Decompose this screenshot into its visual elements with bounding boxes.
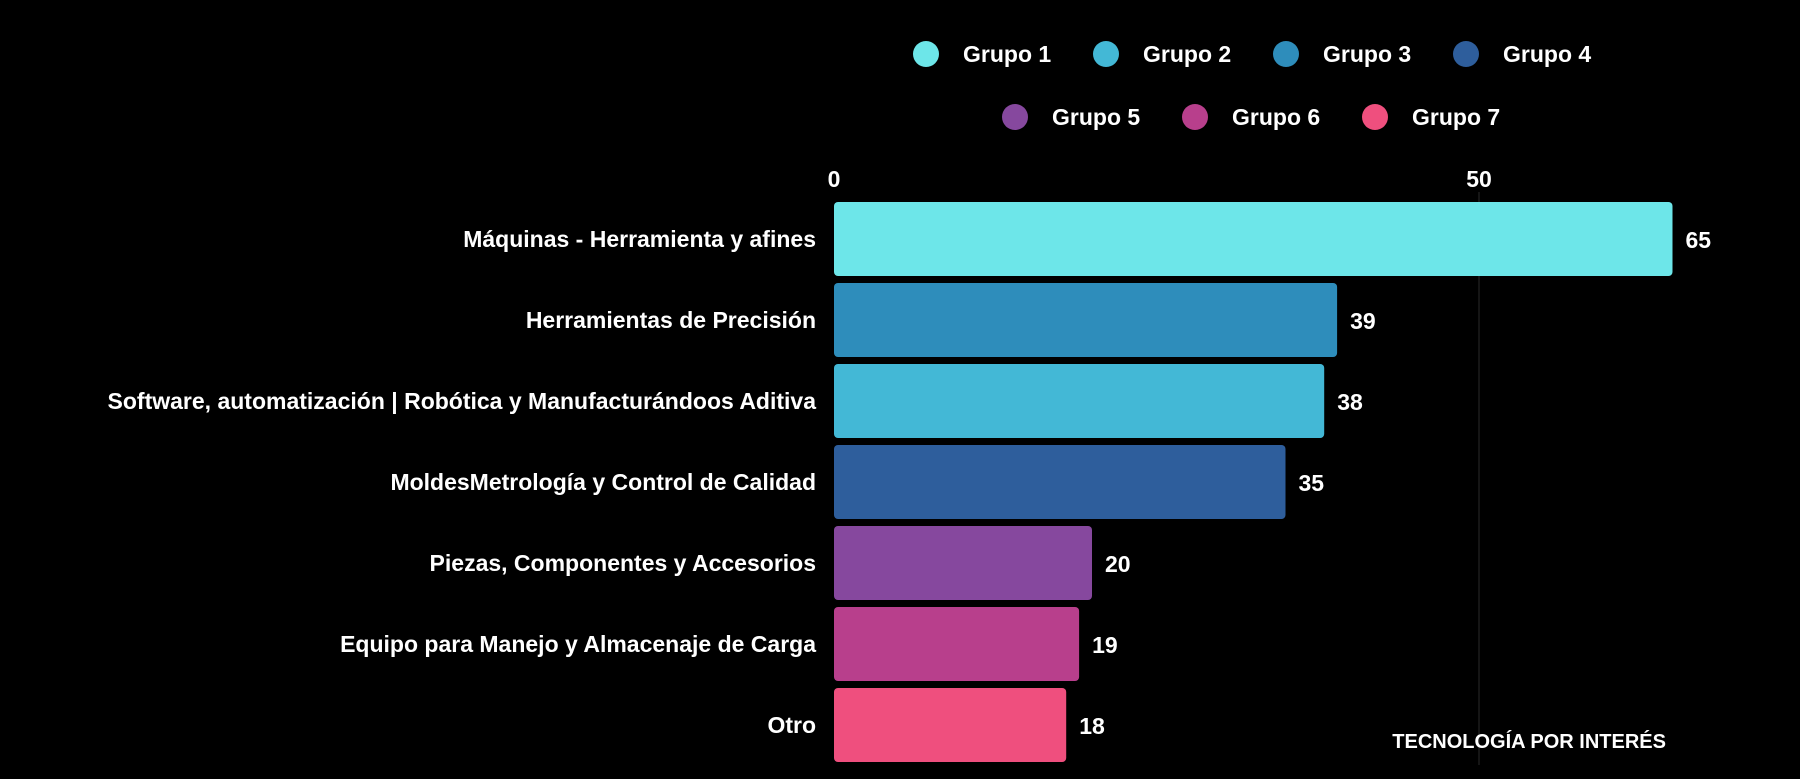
value-label: 39 (1350, 308, 1376, 334)
bar (834, 364, 1325, 438)
legend: Grupo 1 Grupo 2 Grupo 3 Grupo 4 Grupo 5 Grupo… (913, 41, 1591, 130)
legend-label: Grupo 4 (1503, 41, 1591, 67)
category-label: Equipo para Manejo y Almacenaje de Carga (340, 631, 816, 657)
bar (834, 688, 1067, 762)
bar (834, 202, 1673, 276)
legend-label: Grupo 2 (1143, 41, 1231, 67)
legend-label: Grupo 1 (963, 41, 1051, 67)
category-label: Otro (767, 712, 816, 738)
legend-item: Grupo 5 (1002, 104, 1140, 130)
legend-swatch (1362, 104, 1388, 130)
value-label: 35 (1299, 470, 1325, 496)
value-labels: 65 39 38 35 20 19 18 (1079, 227, 1711, 739)
chart-title: TECNOLOGÍA POR INTERÉS (1392, 730, 1666, 753)
value-label: 20 (1105, 551, 1131, 577)
legend-item: Grupo 1 (913, 41, 1051, 67)
legend-swatch (1273, 41, 1299, 67)
category-label: Herramientas de Precisión (526, 307, 816, 333)
legend-swatch (913, 41, 939, 67)
x-tick-label: 0 (828, 166, 841, 192)
bar (834, 607, 1080, 681)
x-tick-label: 50 (1466, 166, 1492, 192)
legend-swatch (1093, 41, 1119, 67)
legend-item: Grupo 2 (1093, 41, 1231, 67)
legend-item: Grupo 4 (1453, 41, 1591, 67)
legend-item: Grupo 7 (1362, 104, 1500, 130)
legend-swatch (1182, 104, 1208, 130)
value-label: 38 (1337, 389, 1363, 415)
legend-item: Grupo 3 (1273, 41, 1411, 67)
legend-item: Grupo 6 (1182, 104, 1320, 130)
legend-label: Grupo 7 (1412, 104, 1500, 130)
bar (834, 283, 1338, 357)
bar (834, 526, 1092, 600)
category-labels: Máquinas - Herramienta y afines Herramien… (108, 226, 817, 738)
category-label: MoldesMetrología y Control de Calidad (390, 469, 816, 495)
legend-swatch (1002, 104, 1028, 130)
value-label: 65 (1686, 227, 1712, 253)
legend-label: Grupo 3 (1323, 41, 1411, 67)
legend-label: Grupo 5 (1052, 104, 1140, 130)
x-axis-ticks: 0 50 (828, 166, 1492, 192)
legend-swatch (1453, 41, 1479, 67)
value-label: 18 (1079, 713, 1105, 739)
category-label: Software, automatización | Robótica y Ma… (108, 388, 817, 414)
value-label: 19 (1092, 632, 1118, 658)
bars (834, 202, 1673, 762)
bar (834, 445, 1286, 519)
category-label: Piezas, Componentes y Accesorios (430, 550, 816, 576)
legend-label: Grupo 6 (1232, 104, 1320, 130)
category-label: Máquinas - Herramienta y afines (463, 226, 816, 252)
